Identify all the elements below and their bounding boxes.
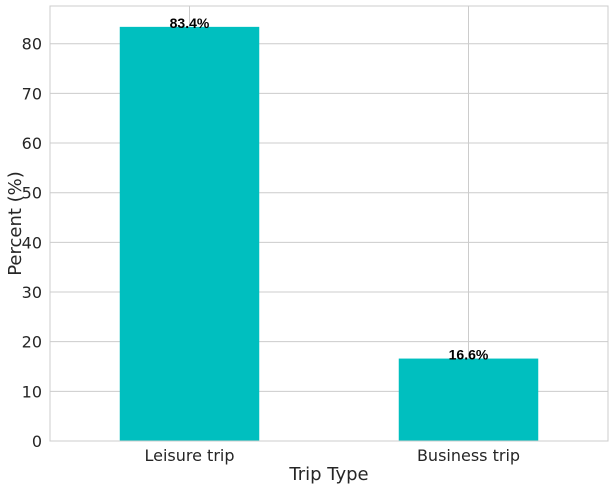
y-tick-label: 10: [22, 382, 42, 401]
y-tick-label: 80: [22, 35, 42, 54]
x-axis-ticks: Leisure trip Business trip: [144, 446, 520, 465]
y-tick-label: 40: [22, 233, 42, 252]
bar-value-label: 16.6%: [449, 347, 489, 363]
x-axis-label: Trip Type: [288, 464, 368, 485]
x-tick-label: Business trip: [417, 446, 520, 465]
y-tick-label: 20: [22, 333, 42, 352]
y-tick-label: 0: [32, 432, 42, 451]
y-tick-label: 60: [22, 134, 42, 153]
y-axis-label: Percent (%): [5, 171, 26, 276]
bars: [119, 26, 539, 441]
bar: [398, 358, 539, 441]
x-tick-label: Leisure trip: [144, 446, 234, 465]
plot-frame: [49, 5, 609, 442]
y-tick-label: 70: [22, 84, 42, 103]
y-tick-label: 50: [22, 184, 42, 203]
bar: [119, 26, 260, 441]
y-axis-ticks: 0 10 20 30 40 50 60 70 80: [22, 35, 42, 451]
y-tick-label: 30: [22, 283, 42, 302]
data-labels: 83.4% 16.6%: [170, 15, 489, 363]
bar-value-label: 83.4%: [170, 15, 210, 31]
